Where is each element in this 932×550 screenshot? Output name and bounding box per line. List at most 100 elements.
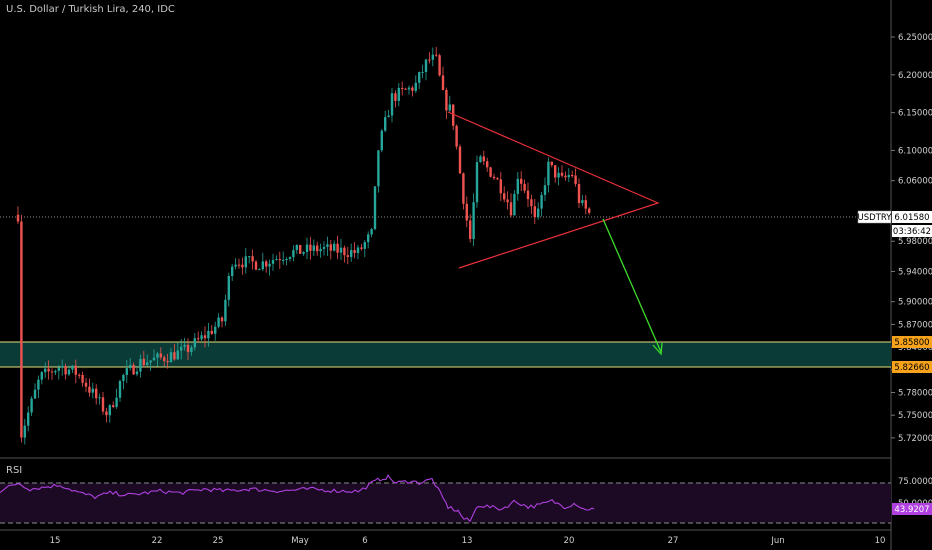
candle-body xyxy=(288,257,292,259)
candle-body xyxy=(190,347,193,353)
candle-body xyxy=(370,229,373,235)
candle-body xyxy=(207,330,210,339)
candle-body xyxy=(183,344,186,347)
candle-body xyxy=(574,175,577,184)
candle-body xyxy=(424,59,428,72)
candle-body xyxy=(431,54,434,60)
time-tick-label: Jun xyxy=(770,536,784,546)
candle-body xyxy=(322,246,326,249)
candle-body xyxy=(486,161,489,168)
candle-body xyxy=(91,388,94,393)
rsi-tick-upper: 75.0000 xyxy=(898,477,932,487)
candle-body xyxy=(367,234,370,243)
candle-body xyxy=(394,93,397,101)
candle-body xyxy=(163,357,166,361)
price-tick-label: 6.25000 xyxy=(898,33,932,43)
candle-body xyxy=(231,266,234,276)
price-tick-label: 5.75000 xyxy=(898,411,932,421)
price-axis[interactable]: 6.25000 6.20000 6.15000 6.10000 6.06000 5.980… xyxy=(891,33,932,444)
price-tick-label: 5.87000 xyxy=(898,320,932,330)
candle-body xyxy=(346,255,349,257)
support-zone[interactable] xyxy=(0,342,891,367)
candle-body xyxy=(465,203,468,221)
candle-body xyxy=(343,247,346,256)
rsi-label: RSI xyxy=(6,465,23,476)
candle-body xyxy=(50,371,54,373)
candle-body xyxy=(428,59,431,61)
candle-body xyxy=(220,317,224,322)
candle-body xyxy=(292,250,295,258)
candle-body xyxy=(132,364,135,375)
price-tick-label: 6.10000 xyxy=(898,146,932,156)
time-tick-label: May xyxy=(291,536,309,546)
candle-body xyxy=(390,93,394,116)
candle-body xyxy=(438,55,441,76)
candle-body xyxy=(265,261,268,267)
candle-body xyxy=(156,353,159,358)
candle-body xyxy=(316,245,319,252)
candle-body xyxy=(305,244,309,253)
candle-body xyxy=(200,335,203,340)
candle-body xyxy=(30,398,33,413)
candle-body xyxy=(547,161,550,186)
candle-body xyxy=(373,186,377,230)
candle-body xyxy=(16,214,20,222)
projection-arrow[interactable] xyxy=(602,218,662,353)
candle-body xyxy=(108,405,111,416)
candle-body xyxy=(492,176,496,179)
candle-body xyxy=(47,368,50,372)
candle-body xyxy=(203,335,207,339)
candle-body xyxy=(173,352,176,360)
candle-body xyxy=(489,167,492,177)
candle-body xyxy=(248,256,251,258)
time-tick-label: 22 xyxy=(152,536,163,546)
candle-body xyxy=(353,250,356,254)
candle-body xyxy=(254,261,258,270)
candle-body xyxy=(350,250,353,257)
candle-body xyxy=(469,220,472,239)
time-axis[interactable]: 15 22 25 May 6 13 20 27 Jun 10 xyxy=(50,536,886,546)
candle-body xyxy=(214,326,217,334)
candle-body xyxy=(482,156,485,162)
price-tick-label: 5.98000 xyxy=(898,237,932,247)
time-tick-label: 15 xyxy=(50,536,61,546)
candle-body xyxy=(479,156,482,163)
rsi-band xyxy=(0,483,891,523)
svg-text:6.01580: 6.01580 xyxy=(894,213,929,223)
candle-body xyxy=(37,379,40,390)
candle-body xyxy=(54,370,57,373)
candle-body xyxy=(533,206,536,218)
symbol-badge: USDTRY xyxy=(858,210,892,224)
projection-arrow-head xyxy=(652,342,663,356)
time-tick-label: 6 xyxy=(362,536,367,546)
candle-body xyxy=(567,175,570,178)
candle-body xyxy=(217,317,220,327)
rsi-line xyxy=(0,474,595,523)
price-tick-label: 5.90000 xyxy=(898,298,932,308)
candle-body xyxy=(319,248,322,252)
candle-body xyxy=(64,366,67,375)
candle-body xyxy=(458,146,462,174)
candle-body xyxy=(40,372,43,380)
candle-body xyxy=(261,261,264,270)
candle-body xyxy=(557,172,560,178)
triangle-pattern[interactable] xyxy=(447,111,660,269)
candle-body xyxy=(129,364,132,369)
price-tick-label: 5.94000 xyxy=(898,267,932,277)
candle-body xyxy=(516,178,519,194)
candle-body xyxy=(520,178,523,184)
candle-body xyxy=(197,338,200,340)
candle-body xyxy=(455,125,458,147)
candle-body xyxy=(312,245,315,251)
candle-body xyxy=(441,75,445,90)
candle-body xyxy=(186,344,190,353)
candle-body xyxy=(329,244,332,251)
candle-body xyxy=(356,247,360,254)
candle-body xyxy=(506,199,509,203)
candle-body xyxy=(152,357,156,361)
candle-body xyxy=(101,397,105,412)
candle-body xyxy=(421,71,424,73)
candle-body xyxy=(285,258,288,260)
time-tick-label: 13 xyxy=(462,536,473,546)
